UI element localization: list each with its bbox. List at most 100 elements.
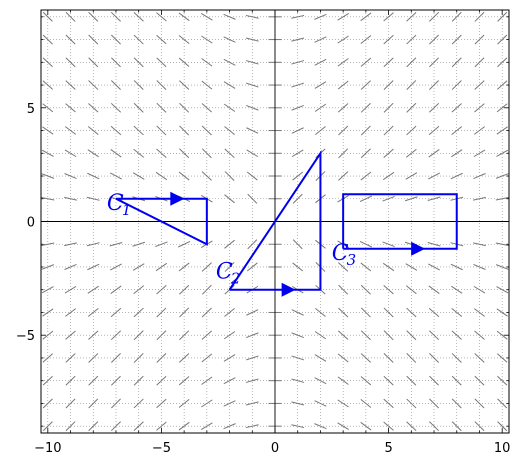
field-segment — [178, 262, 190, 272]
field-segment — [406, 421, 417, 431]
field-segment — [132, 263, 145, 271]
field-segment — [42, 126, 54, 135]
field-segment — [156, 353, 167, 363]
field-segment — [223, 58, 236, 66]
field-segment — [224, 239, 235, 249]
field-segment — [156, 12, 167, 22]
field-segment — [337, 58, 349, 67]
field-segment — [291, 149, 304, 158]
field-segment — [178, 171, 190, 181]
field-segment — [451, 126, 463, 135]
field-segment — [314, 81, 327, 89]
field-segment — [201, 422, 213, 430]
field-segment — [64, 196, 77, 201]
field-segment — [474, 398, 485, 409]
field-segment — [450, 172, 463, 180]
field-segment — [291, 127, 304, 134]
field-segment — [473, 263, 486, 270]
field-segment — [405, 172, 418, 180]
field-segment — [41, 242, 55, 246]
field-segment — [156, 421, 167, 431]
field-segment — [473, 149, 486, 158]
field-segment — [110, 102, 122, 113]
field-segment — [360, 12, 372, 22]
field-segment — [65, 421, 76, 432]
field-segment — [451, 11, 462, 22]
field-segment — [383, 34, 394, 45]
field-segment — [496, 149, 509, 157]
field-segment — [201, 284, 212, 295]
field-segment — [497, 34, 508, 45]
y-tick-label: 0 — [27, 216, 35, 231]
field-segment — [291, 104, 304, 111]
field-segment — [383, 12, 394, 22]
field-segment — [291, 378, 305, 383]
field-segment — [88, 57, 99, 68]
field-segment — [314, 103, 327, 112]
field-segment — [224, 262, 235, 272]
field-segment — [246, 171, 258, 181]
field-segment — [428, 102, 440, 113]
field-segment — [133, 12, 144, 22]
field-segment — [42, 103, 54, 113]
field-segment — [497, 421, 508, 432]
field-segment — [110, 80, 121, 90]
field-segment — [382, 195, 395, 202]
field-segment — [405, 263, 418, 271]
field-segment — [406, 398, 417, 409]
field-segment — [88, 34, 99, 45]
field-segment — [360, 80, 371, 90]
field-segment — [474, 80, 485, 90]
field-segment — [65, 103, 76, 113]
field-segment — [201, 307, 212, 318]
field-segment — [245, 378, 259, 383]
field-segment — [451, 330, 462, 340]
field-segment — [245, 401, 259, 406]
field-segment — [224, 308, 235, 317]
field-segment — [133, 80, 144, 90]
curve-label: C3 — [332, 241, 356, 269]
field-segment — [133, 125, 144, 136]
field-segment — [86, 196, 100, 201]
field-segment — [429, 398, 439, 409]
field-segment — [429, 80, 440, 90]
field-segment — [110, 11, 121, 22]
field-segment — [88, 80, 99, 90]
field-segment — [314, 36, 327, 43]
field-segment — [88, 421, 99, 432]
field-segment — [156, 330, 167, 341]
curve-path — [115, 197, 208, 246]
field-segment — [291, 14, 305, 19]
field-segment — [223, 377, 236, 385]
field-segment — [360, 330, 371, 341]
field-segment — [201, 376, 213, 385]
field-segment — [87, 149, 99, 158]
field-segment — [406, 34, 417, 45]
field-segment — [473, 126, 485, 135]
curve-c2: C2 — [216, 149, 322, 297]
field-segment — [495, 264, 509, 270]
field-segment — [65, 57, 76, 68]
field-segment — [314, 377, 327, 385]
field-segment — [337, 35, 349, 44]
field-segment — [65, 80, 76, 90]
field-segment — [406, 375, 417, 386]
field-segment — [406, 330, 417, 341]
field-segment — [428, 263, 441, 271]
field-segment — [451, 421, 462, 432]
field-segment — [337, 399, 349, 408]
curve-arrow — [411, 241, 426, 256]
field-segment — [65, 11, 76, 22]
field-segment — [224, 171, 235, 181]
field-segment — [65, 375, 76, 386]
field-segment — [178, 35, 190, 45]
field-segment — [201, 35, 213, 44]
field-segment — [223, 13, 236, 20]
field-segment — [246, 309, 259, 316]
field-segment — [474, 34, 485, 45]
field-segment — [451, 375, 462, 386]
field-segment — [382, 171, 395, 181]
field-segment — [133, 102, 144, 113]
field-segment — [133, 34, 144, 45]
